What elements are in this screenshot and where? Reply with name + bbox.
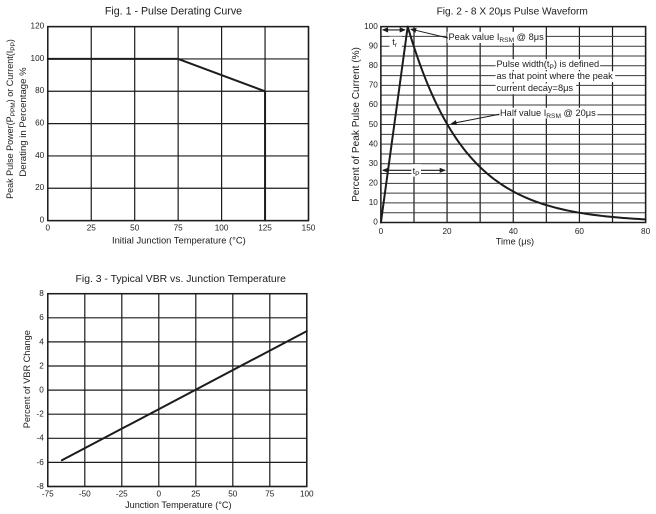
svg-text:80: 80 [641,227,651,236]
svg-text:120: 120 [31,22,45,31]
svg-text:40: 40 [369,139,379,148]
svg-text:75: 75 [174,224,184,233]
svg-text:30: 30 [369,159,379,168]
svg-text:40: 40 [509,227,519,236]
svg-text:Fig. 1 - Pulse Derating Curve: Fig. 1 - Pulse Derating Curve [105,6,242,18]
svg-text:100: 100 [300,489,314,498]
svg-text:-8: -8 [37,482,45,491]
svg-text:Percent of VBR Change: Percent of VBR Change [22,330,32,428]
svg-text:Peak Pulse Power(PPPM) or Curr: Peak Pulse Power(PPPM) or Current(IPP) [5,39,17,199]
svg-text:current decay=8μs: current decay=8μs [497,83,574,93]
svg-text:-6: -6 [37,458,45,467]
svg-text:20: 20 [443,227,453,236]
svg-text:60: 60 [369,100,379,109]
svg-text:2: 2 [39,361,44,370]
svg-text:Fig. 2 - 8 X 20μs Pulse Wavefo: Fig. 2 - 8 X 20μs Pulse Waveform [437,7,588,18]
svg-text:as that point where the peak: as that point where the peak [497,71,614,81]
svg-text:0: 0 [46,224,51,233]
svg-text:40: 40 [35,151,45,160]
svg-text:-4: -4 [37,434,45,443]
svg-text:25: 25 [191,489,201,498]
svg-text:125: 125 [258,224,272,233]
svg-text:Time (μs): Time (μs) [496,237,534,247]
svg-text:8: 8 [39,289,44,298]
svg-text:20: 20 [369,179,379,188]
svg-text:0: 0 [157,489,162,498]
svg-text:20: 20 [35,183,45,192]
svg-text:90: 90 [369,41,379,50]
svg-text:50: 50 [130,224,140,233]
svg-text:100: 100 [364,22,378,31]
svg-text:60: 60 [575,227,585,236]
svg-text:Initial Junction Temperature (: Initial Junction Temperature (°C) [112,234,246,245]
svg-text:0: 0 [39,386,44,395]
svg-text:Peak value IRSM @ 8μs: Peak value IRSM @ 8μs [449,32,545,44]
svg-text:6: 6 [39,313,44,322]
svg-text:Fig. 3 - Typical VBR vs. Junct: Fig. 3 - Typical VBR vs. Junction Temper… [76,274,287,285]
svg-text:25: 25 [87,224,97,233]
svg-text:tP: tP [413,166,421,178]
svg-text:Pulse width(tP) is defined: Pulse width(tP) is defined [497,59,600,71]
svg-text:Half value IRSM @ 20μs: Half value IRSM @ 20μs [500,108,596,120]
svg-text:Junction Temperature (°C): Junction Temperature (°C) [125,500,231,510]
svg-text:100: 100 [215,224,229,233]
svg-text:0: 0 [40,216,45,225]
svg-text:80: 80 [35,86,45,95]
svg-text:4: 4 [39,337,44,346]
svg-text:-2: -2 [37,410,45,419]
svg-text:-75: -75 [42,489,54,498]
svg-text:0: 0 [373,218,378,227]
svg-text:-50: -50 [79,489,91,498]
svg-text:10: 10 [369,198,379,207]
svg-text:60: 60 [35,119,45,128]
svg-text:Percent of Peak Pulse Current: Percent of Peak Pulse Current (%) [351,47,362,202]
svg-text:150: 150 [302,224,316,233]
svg-text:80: 80 [369,61,379,70]
svg-text:75: 75 [265,489,275,498]
svg-text:0: 0 [379,227,384,236]
svg-text:100: 100 [31,54,45,63]
svg-text:tr: tr [392,37,398,49]
svg-text:-25: -25 [116,489,128,498]
svg-text:70: 70 [369,81,379,90]
svg-text:50: 50 [228,489,238,498]
svg-text:50: 50 [369,120,379,129]
svg-text:Derating in Percentage %: Derating in Percentage % [18,67,29,177]
